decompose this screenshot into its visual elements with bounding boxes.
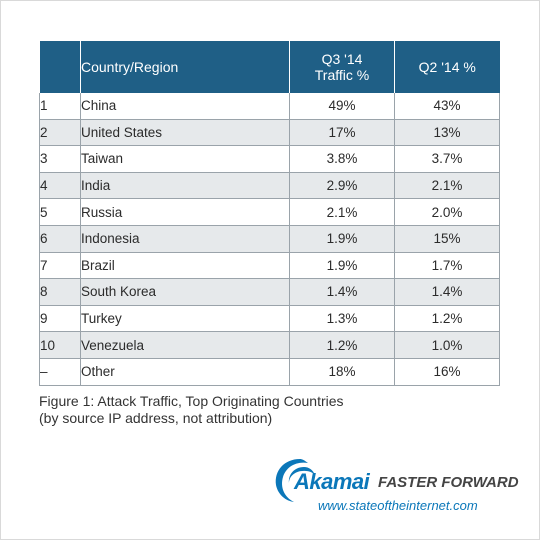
country-cell: India	[80, 172, 290, 200]
rank-cell: 9	[39, 305, 81, 333]
country-cell: Other	[80, 358, 290, 386]
q2-value-cell: 2.1%	[394, 172, 500, 200]
table-row: 10 Venezuela 1.2% 1.0%	[39, 331, 500, 359]
table-row: 4 India 2.9% 2.1%	[39, 172, 500, 200]
q3-value-cell: 1.3%	[289, 305, 395, 333]
header-q3-line1: Q3 '14	[321, 51, 363, 67]
header-q2: Q2 '14 %	[394, 41, 500, 93]
rank-cell: 10	[39, 331, 81, 359]
rank-cell: 6	[39, 225, 81, 253]
akamai-logo: Akamai FASTER FORWARD www.stateoftheinte…	[270, 455, 520, 515]
table-row: 9 Turkey 1.3% 1.2%	[39, 305, 500, 333]
figure-caption: Figure 1: Attack Traffic, Top Originatin…	[39, 393, 344, 427]
country-cell: Turkey	[80, 305, 290, 333]
rank-cell: 1	[39, 93, 81, 120]
q2-value-cell: 13%	[394, 119, 500, 147]
website-url[interactable]: www.stateoftheinternet.com	[318, 498, 478, 513]
rank-cell: –	[39, 358, 81, 386]
q2-value-cell: 3.7%	[394, 145, 500, 173]
header-q3-line2: Traffic %	[314, 67, 370, 83]
country-cell: Russia	[80, 198, 290, 226]
table-row: 3 Taiwan 3.8% 3.7%	[39, 145, 500, 173]
q2-value-cell: 2.0%	[394, 198, 500, 226]
table-header-row: Country/Region Q3 '14 Traffic % Q2 '14 %	[39, 41, 500, 93]
rank-cell: 7	[39, 252, 81, 280]
q3-value-cell: 18%	[289, 358, 395, 386]
table-row: 6 Indonesia 1.9% 15%	[39, 225, 500, 253]
header-q3: Q3 '14 Traffic %	[289, 41, 395, 93]
q3-value-cell: 2.9%	[289, 172, 395, 200]
q3-value-cell: 3.8%	[289, 145, 395, 173]
table-row: 5 Russia 2.1% 2.0%	[39, 198, 500, 226]
q3-value-cell: 1.2%	[289, 331, 395, 359]
attack-traffic-table: Country/Region Q3 '14 Traffic % Q2 '14 %…	[39, 41, 500, 386]
caption-line-2: (by source IP address, not attribution)	[39, 410, 273, 426]
rank-cell: 2	[39, 119, 81, 147]
q2-value-cell: 15%	[394, 225, 500, 253]
header-stripe-cell	[39, 41, 81, 93]
header-country: Country/Region	[80, 41, 290, 93]
rank-cell: 5	[39, 198, 81, 226]
country-cell: Venezuela	[80, 331, 290, 359]
q3-value-cell: 1.4%	[289, 278, 395, 306]
country-cell: Brazil	[80, 252, 290, 280]
table-row: 7 Brazil 1.9% 1.7%	[39, 252, 500, 280]
country-cell: United States	[80, 119, 290, 147]
rank-cell: 4	[39, 172, 81, 200]
q3-value-cell: 49%	[289, 93, 395, 120]
q2-value-cell: 1.7%	[394, 252, 500, 280]
q2-value-cell: 16%	[394, 358, 500, 386]
q2-value-cell: 1.2%	[394, 305, 500, 333]
table-row: 1 China 49% 43%	[39, 93, 500, 120]
q3-value-cell: 2.1%	[289, 198, 395, 226]
rank-cell: 3	[39, 145, 81, 173]
q2-value-cell: 1.4%	[394, 278, 500, 306]
table-row: 8 South Korea 1.4% 1.4%	[39, 278, 500, 306]
akamai-swoosh-icon	[275, 459, 315, 502]
table-row: 2 United States 17% 13%	[39, 119, 500, 147]
country-cell: Indonesia	[80, 225, 290, 253]
country-cell: South Korea	[80, 278, 290, 306]
q2-value-cell: 43%	[394, 93, 500, 120]
country-cell: Taiwan	[80, 145, 290, 173]
q3-value-cell: 1.9%	[289, 225, 395, 253]
rank-cell: 8	[39, 278, 81, 306]
q2-value-cell: 1.0%	[394, 331, 500, 359]
country-cell: China	[80, 93, 290, 120]
caption-line-1: Figure 1: Attack Traffic, Top Originatin…	[39, 393, 344, 409]
table-row: – Other 18% 16%	[39, 358, 500, 386]
q3-value-cell: 17%	[289, 119, 395, 147]
q3-value-cell: 1.9%	[289, 252, 395, 280]
akamai-logo-text: Akamai	[294, 469, 370, 494]
tagline: FASTER FORWARD	[378, 474, 519, 491]
